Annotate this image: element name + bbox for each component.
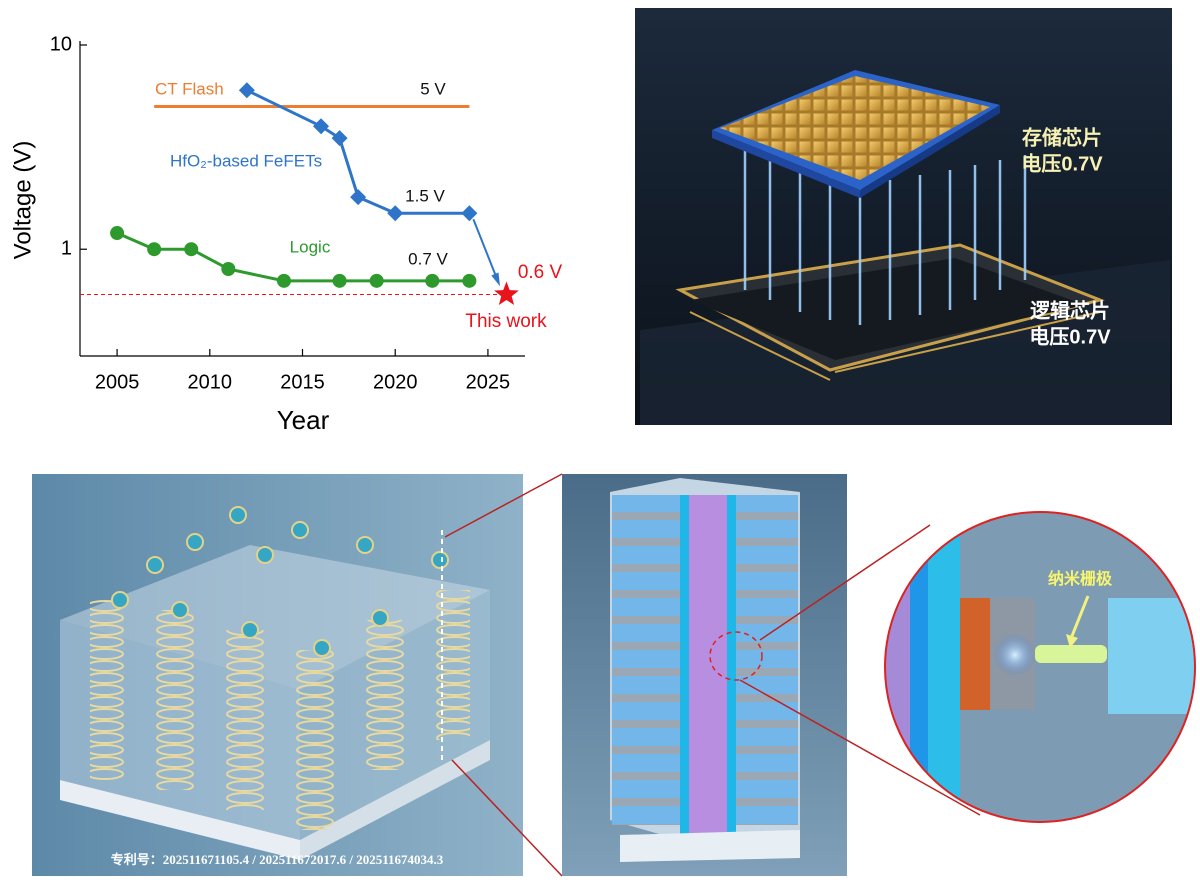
x-axis-title: Year [277, 405, 330, 435]
x-tick-label: 2025 [466, 371, 511, 393]
y-tick-label: 1 [61, 237, 72, 259]
x-tick-label: 2020 [373, 371, 418, 393]
series-label: HfO₂-based FeFETs [170, 151, 322, 170]
x-tick-label: 2010 [188, 371, 233, 393]
marker [332, 273, 347, 288]
marker [221, 262, 236, 277]
zoom-line [739, 679, 981, 816]
marker [184, 242, 199, 257]
marker [462, 273, 477, 288]
marker [387, 205, 404, 222]
zoom-line [451, 759, 563, 877]
annotation: 5 V [420, 79, 446, 98]
marker [425, 273, 440, 288]
arrow-head [491, 272, 501, 287]
zoom-line [759, 524, 931, 641]
arrow [472, 218, 500, 283]
zoom-line [444, 473, 563, 538]
zoom-illustration: 纳米栅极 [884, 511, 1196, 823]
cross-section-illustration [562, 474, 847, 876]
marker [350, 189, 367, 206]
series-label: Logic [290, 237, 331, 256]
marker [461, 205, 478, 222]
marker [147, 242, 162, 257]
memory-voltage-label: 电压0.7V [1021, 152, 1103, 175]
marker [369, 273, 384, 288]
marker [494, 281, 519, 306]
logic-voltage-label: 电压0.7V [1029, 325, 1111, 348]
series-label: This work [465, 311, 547, 332]
marker [238, 82, 255, 99]
memory-chip-label: 存储芯片 [1022, 125, 1102, 149]
annotation: 0.6 V [518, 262, 563, 283]
annotation: 1.5 V [405, 186, 445, 205]
x-tick-label: 2005 [95, 371, 140, 393]
nano-gate-label: 纳米栅极 [1048, 569, 1113, 588]
marker [276, 273, 291, 288]
marker [331, 130, 348, 147]
annotation: 0.7 V [408, 249, 448, 268]
chip-illustration: 存储芯片 电压0.7V 逻辑芯片 电压0.7V [635, 8, 1172, 425]
y-axis-title: Voltage (V) [9, 141, 36, 260]
marker [110, 226, 125, 241]
marker [313, 118, 330, 135]
y-tick-label: 10 [50, 33, 72, 55]
x-tick-label: 2015 [280, 371, 325, 393]
series-line [246, 88, 470, 215]
series-label: CT Flash [155, 79, 224, 98]
logic-chip-label: 逻辑芯片 [1030, 298, 1110, 322]
patent-text: 专利号：202511671105.4 / 202511672017.6 / 20… [111, 852, 444, 867]
chart: 1 10 2005 2010 2015 2020 2025 Year Voltage (V) CT… [9, 33, 562, 435]
array-illustration: 专利号：202511671105.4 / 202511672017.6 / 20… [32, 474, 523, 876]
